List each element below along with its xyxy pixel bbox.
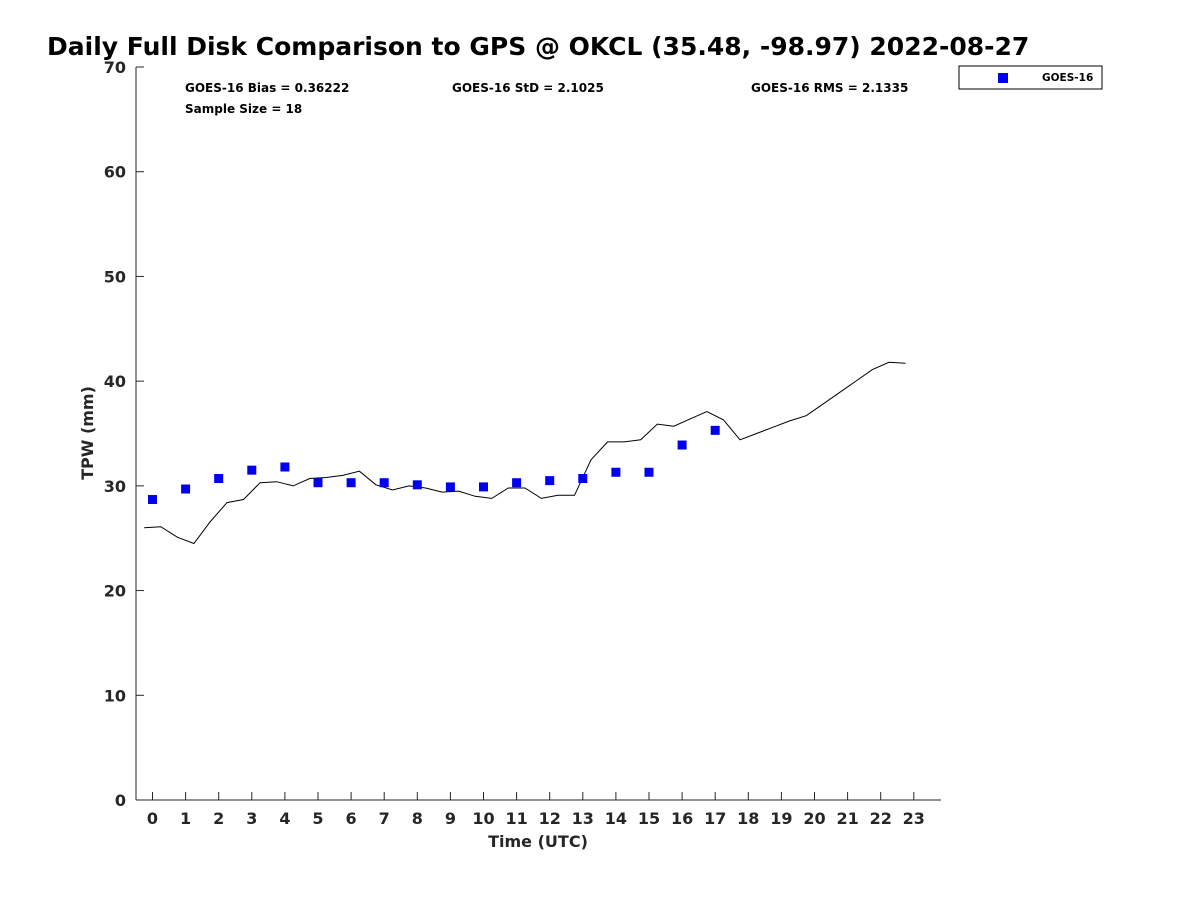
goes16-point	[148, 494, 157, 504]
y-tick-label: 20	[104, 582, 126, 601]
goes16-point	[280, 462, 290, 472]
x-tick-label: 2	[213, 809, 224, 828]
goes16-point	[644, 467, 654, 477]
goes16-point	[313, 478, 323, 488]
x-tick-label: 17	[704, 809, 726, 828]
y-tick-label: 70	[104, 58, 126, 77]
x-tick-label: 6	[346, 809, 357, 828]
x-tick-label: 0	[147, 809, 158, 828]
goes16-point	[479, 482, 488, 492]
goes16-point	[379, 478, 389, 488]
x-tick-label: 21	[836, 809, 858, 828]
goes16-point	[247, 465, 257, 475]
y-tick-label: 60	[104, 163, 126, 182]
legend-marker-goes16	[998, 73, 1008, 83]
stat-sample-size: Sample Size = 18	[185, 102, 302, 116]
stat-std: GOES-16 StD = 2.1025	[452, 81, 604, 95]
x-tick-label: 8	[412, 809, 423, 828]
x-axis-label: Time (UTC)	[488, 832, 588, 851]
x-tick-label: 23	[903, 809, 925, 828]
goes16-point	[445, 482, 455, 492]
x-tick-label: 18	[737, 809, 759, 828]
goes16-point	[181, 484, 191, 494]
goes16-point	[611, 467, 621, 477]
chart-title: Daily Full Disk Comparison to GPS @ OKCL…	[47, 32, 1029, 61]
goes16-point	[545, 476, 555, 486]
x-tick-label: 4	[279, 809, 290, 828]
x-tick-label: 5	[312, 809, 323, 828]
stat-bias: GOES-16 Bias = 0.36222	[185, 81, 349, 95]
x-tick-label: 10	[472, 809, 494, 828]
x-tick-label: 22	[870, 809, 892, 828]
stat-rms: GOES-16 RMS = 2.1335	[751, 81, 908, 95]
y-tick-label: 40	[104, 372, 126, 391]
x-tick-label: 20	[803, 809, 825, 828]
goes16-point	[512, 478, 522, 488]
y-tick-label: 50	[104, 267, 126, 286]
x-tick-label: 7	[379, 809, 390, 828]
legend-box	[958, 65, 1103, 90]
x-tick-label: 1	[180, 809, 191, 828]
x-tick-label: 15	[638, 809, 660, 828]
y-tick-label: 30	[104, 477, 126, 496]
y-axis-label: TPW (mm)	[78, 386, 97, 480]
goes16-point	[710, 425, 720, 435]
y-tick-label: 10	[104, 686, 126, 705]
x-tick-label: 13	[572, 809, 594, 828]
x-tick-label: 9	[445, 809, 456, 828]
gps-line	[144, 361, 906, 545]
goes16-point	[214, 474, 224, 484]
x-tick-label: 14	[605, 809, 627, 828]
x-tick-label: 19	[770, 809, 792, 828]
legend-label-goes16: GOES-16	[1042, 72, 1093, 84]
x-tick-label: 3	[246, 809, 257, 828]
x-tick-label: 12	[539, 809, 561, 828]
x-tick-label: 11	[505, 809, 527, 828]
goes16-point	[578, 474, 588, 484]
legend: GOES-16	[958, 65, 1103, 90]
x-tick-label: 16	[671, 809, 693, 828]
goes16-point	[412, 480, 422, 490]
y-tick-label: 0	[115, 791, 126, 810]
goes16-point	[677, 440, 687, 450]
goes16-point	[346, 478, 356, 488]
